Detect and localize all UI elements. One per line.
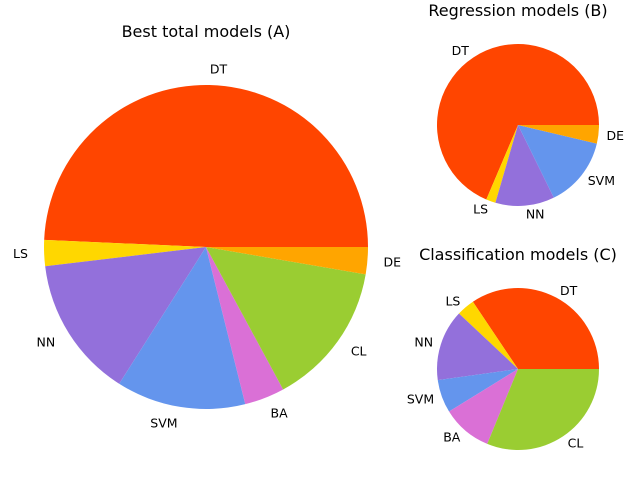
pie-2-slice-svm (437, 369, 518, 412)
pie-2-slice-ls (458, 301, 518, 369)
pie-2-label-ba: BA (443, 429, 461, 444)
pie-0-slice-ls (44, 239, 207, 267)
pie-1-label-svm: SVM (588, 173, 615, 188)
pie-2-label-dt: DT (560, 283, 578, 298)
pie-0-label-svm: SVM (150, 415, 177, 430)
pie-title-best-total: Best total models (A) (122, 22, 291, 41)
pie-1-slice-ls (486, 125, 518, 203)
pie-0-slice-dt (44, 84, 368, 248)
pie-2-label-ls: LS (445, 294, 460, 309)
pie-1-slice-dt (437, 43, 599, 200)
pie-2-label-cl: CL (568, 436, 584, 451)
pie-1-slice-de (518, 125, 599, 144)
pie-best-total-models: Best total models (A) DE CL BA SVM NN LS DT (13, 22, 401, 430)
pie-2-label-svm: SVM (407, 392, 434, 407)
pie-0-label-cl: CL (351, 343, 367, 358)
pie-title-regression: Regression models (B) (428, 1, 607, 20)
pie-2-slice-cl (487, 369, 599, 450)
pie-2-slice-nn (437, 313, 518, 381)
pie-0-label-nn: NN (37, 335, 56, 350)
pie-1-label-ls: LS (473, 201, 488, 216)
pie-0-slice-ba (206, 247, 284, 405)
pie-0-label-de: DE (384, 255, 402, 270)
pie-1-label-dt: DT (452, 43, 470, 58)
pie-0-label-ls: LS (13, 246, 28, 261)
pie-regression-models: Regression models (B) DE SVM NN LS DT (428, 1, 624, 221)
pie-classification-models: Classification models (C) CL BA SVM NN LS DT (407, 245, 617, 451)
pie-title-classification: Classification models (C) (419, 245, 617, 264)
pie-0-slice-de (206, 247, 368, 275)
pie-0-label-dt: DT (210, 61, 228, 76)
pie-0-slice-nn (45, 247, 207, 384)
pie-1-slice-svm (518, 125, 597, 198)
pie-0-slice-svm (119, 247, 246, 409)
pie-2-label-nn: NN (414, 334, 433, 349)
pie-1-slice-nn (495, 125, 554, 206)
pie-0-label-ba: BA (271, 406, 289, 421)
pie-2-slice-dt (472, 288, 599, 369)
pie-1-label-de: DE (606, 128, 624, 143)
pie-1-label-nn: NN (526, 206, 545, 221)
pie-2-slice-ba (449, 369, 518, 444)
pie-0-slice-cl (206, 247, 366, 390)
